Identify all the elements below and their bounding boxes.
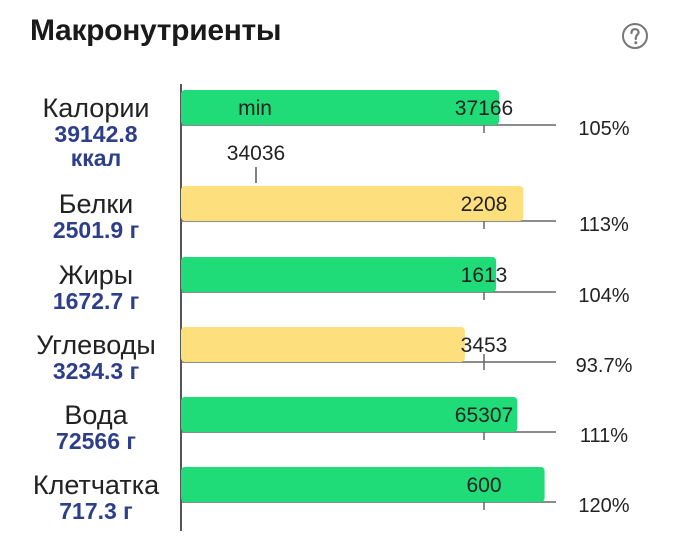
target-value-label: 3453 xyxy=(461,334,508,357)
nutrient-value: 72566 г xyxy=(56,428,136,454)
percent-label: 120% xyxy=(578,495,629,517)
nutrient-name: Калории xyxy=(43,93,150,123)
min-value-label: 34036 xyxy=(227,142,285,165)
percent-label: 93.7% xyxy=(576,355,633,377)
nutrient-name: Клетчатка xyxy=(33,470,160,500)
percent-label: 105% xyxy=(578,118,629,140)
target-value-label: 2208 xyxy=(461,193,508,216)
nutrient-bar xyxy=(181,467,545,502)
nutrient-value: 3234.3 г xyxy=(53,358,139,384)
question-circle-icon[interactable] xyxy=(621,22,649,50)
nutrient-value: 2501.9 г xyxy=(53,217,139,243)
min-label: min xyxy=(238,97,272,120)
nutrient-name: Углеводы xyxy=(36,330,156,360)
nutrient-bar xyxy=(181,90,500,125)
target-value-label: 1613 xyxy=(461,264,508,287)
nutrient-name: Белки xyxy=(59,189,134,219)
nutrient-name: Вода xyxy=(64,400,128,430)
target-value-label: 37166 xyxy=(455,97,513,120)
percent-label: 104% xyxy=(578,285,629,307)
target-value-label: 65307 xyxy=(455,404,513,427)
percent-label: 111% xyxy=(580,425,628,447)
page-title: Макронутриенты xyxy=(30,14,282,47)
nutrient-bar xyxy=(181,397,518,432)
nutrient-bar xyxy=(181,186,524,221)
nutrient-value: 1672.7 г xyxy=(53,288,139,314)
nutrient-value: 717.3 г xyxy=(59,498,133,524)
nutrient-name: Жиры xyxy=(59,260,133,290)
percent-label: 113% xyxy=(579,214,629,236)
nutrient-value: ккал xyxy=(71,145,121,171)
target-value-label: 600 xyxy=(466,474,501,497)
question-circle-glyph xyxy=(622,23,648,49)
nutrient-bar xyxy=(181,327,465,362)
nutrient-value: 39142.8 xyxy=(54,121,137,147)
nutrient-bar xyxy=(181,257,497,292)
